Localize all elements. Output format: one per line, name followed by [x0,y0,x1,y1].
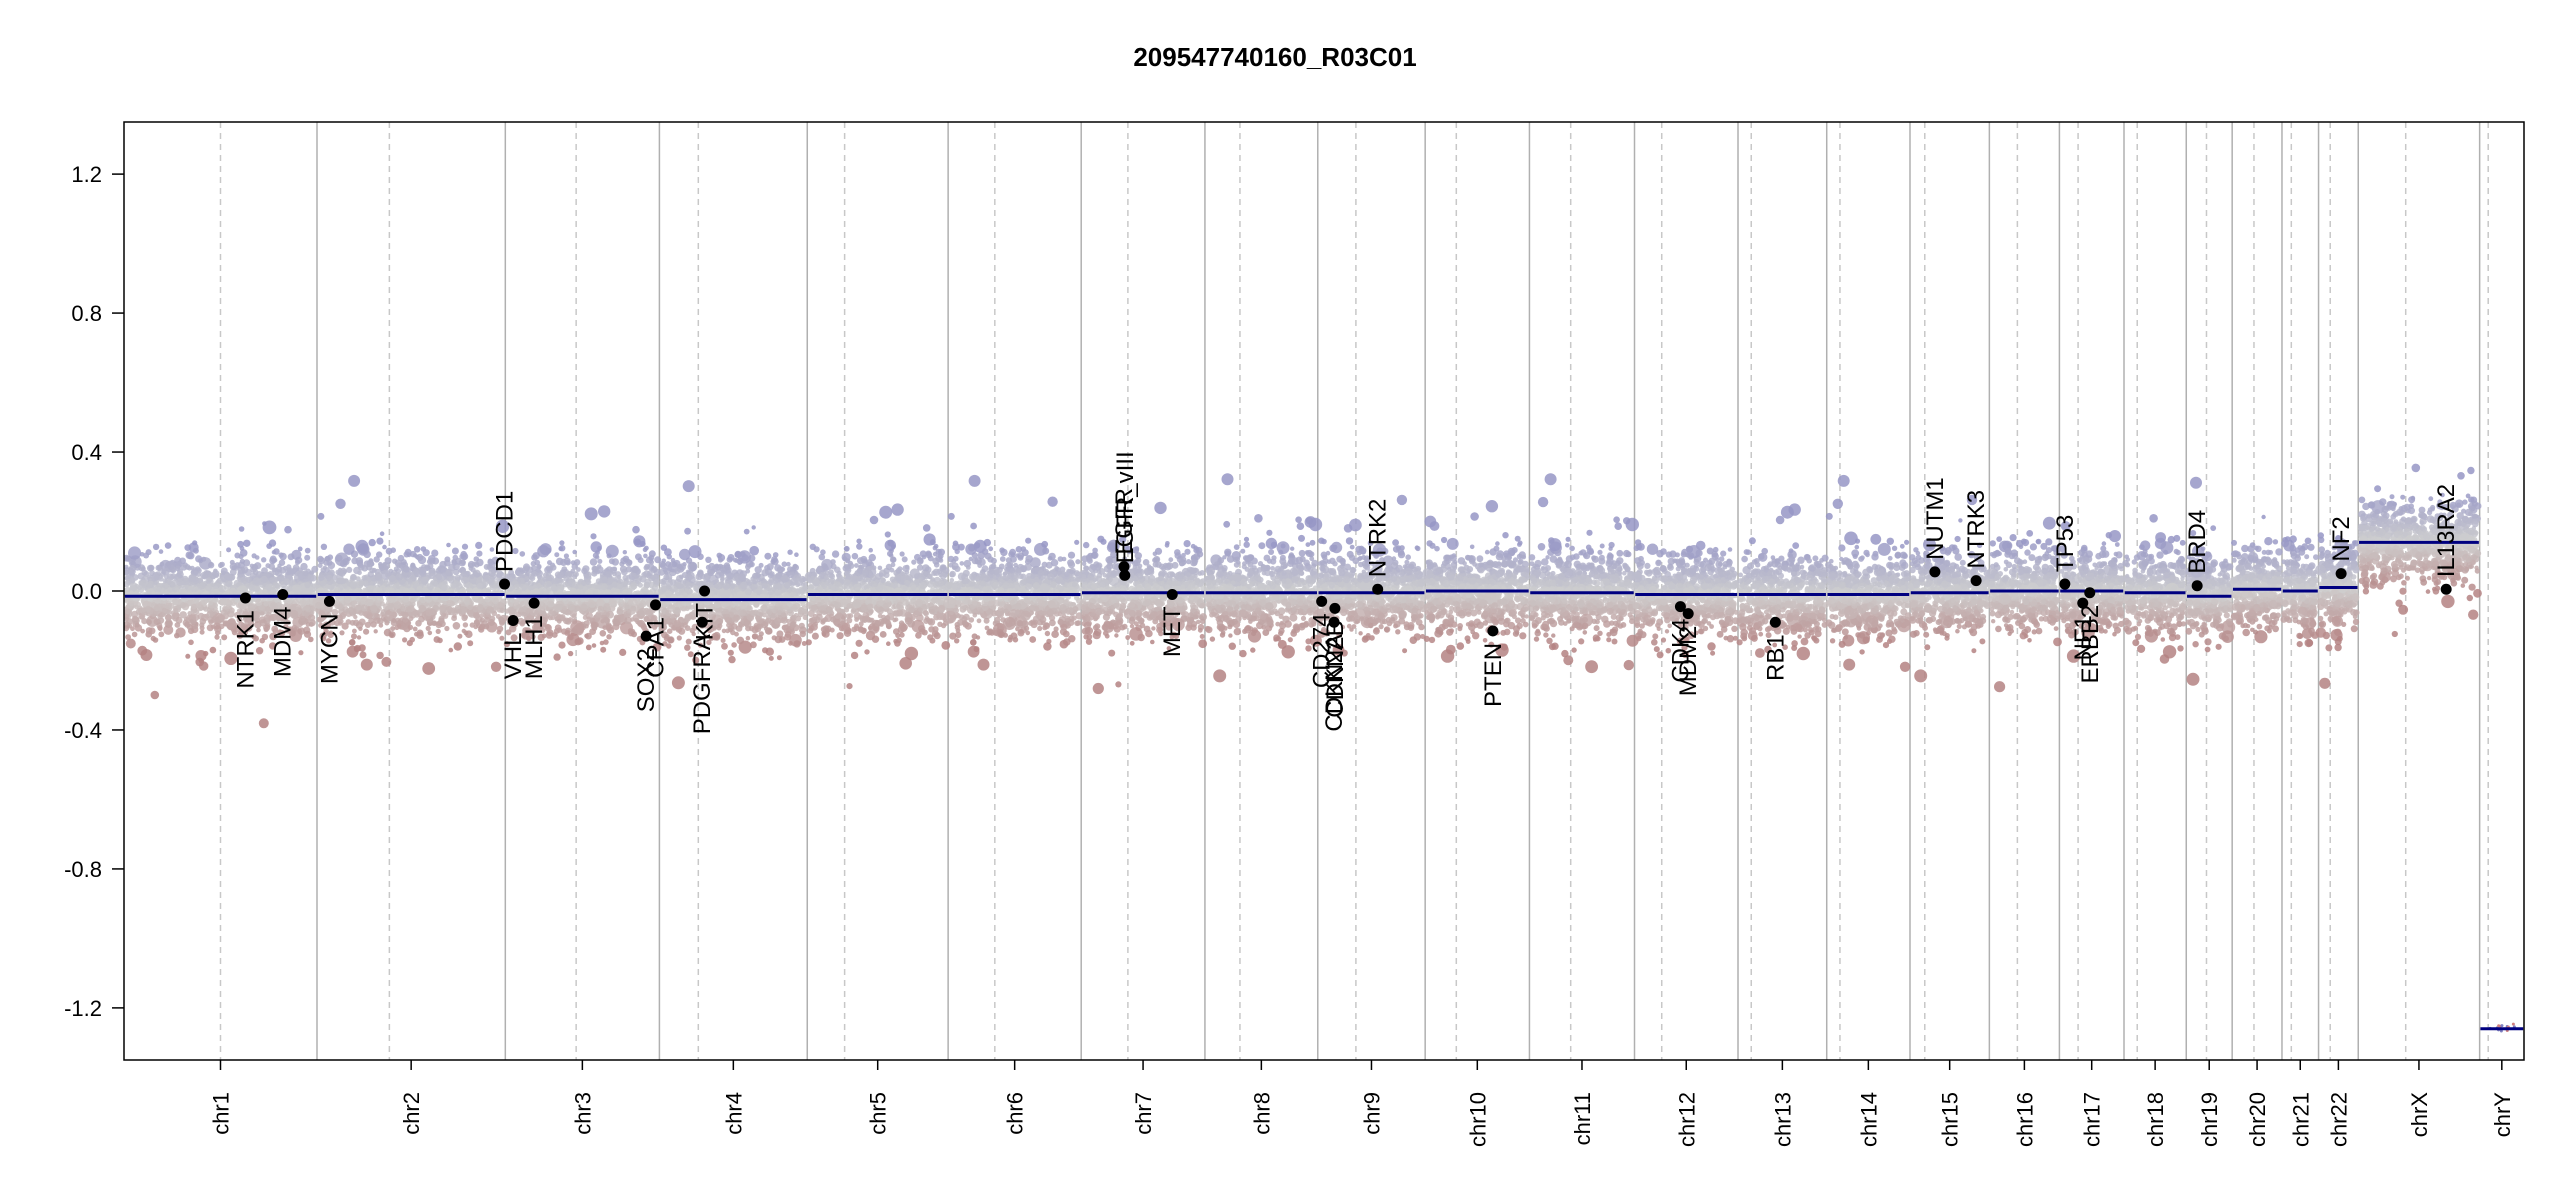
gene-label-kit: KIT [692,603,719,641]
gene-marker-cdkn2b [1329,602,1341,614]
gene-label-pdcd1: PDCD1 [492,491,519,572]
y-tick-label: 0.0 [71,579,102,604]
chromosome-label-chr14: chr14 [1856,1092,1881,1147]
gene-marker-kit [699,585,711,597]
gene-label-pten: PTEN [1480,643,1507,707]
gene-marker-cpa1 [650,599,662,611]
gene-marker-nf1 [2077,597,2089,609]
chromosome-label-chr22: chr22 [2326,1092,2351,1147]
gene-label-nutm1: NUTM1 [1922,477,1949,560]
gene-label-mdm4: MDM4 [270,606,297,677]
gene-label-nf1: NF1 [2070,615,2097,660]
gene-label-egfr: EGFR [1111,488,1138,555]
gene-marker-nf2 [2335,568,2347,580]
gene-label-mycn: MYCN [316,613,343,684]
gene-label-vhl: VHL [500,633,527,680]
chromosome-label-chr1: chr1 [208,1092,233,1135]
gene-label-sox2: SOX2 [633,648,660,712]
chromosome-label-chr10: chr10 [1465,1092,1490,1147]
chromosome-label-chr15: chr15 [1938,1092,1963,1147]
y-tick-label: -0.8 [64,857,102,882]
gene-marker-il13ra2 [2440,583,2452,595]
chart-title: 209547740160_R03C01 [1133,42,1417,72]
gene-marker-rb1 [1769,616,1781,628]
gene-marker-cdkn2a [1328,616,1340,628]
chromosome-label-chr5: chr5 [866,1092,891,1135]
gene-marker-mlh1 [528,597,540,609]
chromosome-label-chr2: chr2 [399,1092,424,1135]
gene-marker-mycn [323,595,335,607]
chromosome-label-chrX: chrX [2407,1092,2432,1138]
gene-label-erbb2: ERBB2 [2077,605,2104,684]
chromosome-label-chr7: chr7 [1131,1092,1156,1135]
gene-label-egfr_viii: EGFR_vIII [1112,451,1139,563]
chromosome-label-chr6: chr6 [1003,1092,1028,1135]
chromosome-label-chr20: chr20 [2245,1092,2270,1147]
gene-marker-mdm4 [277,588,289,600]
chromosome-label-chr18: chr18 [2143,1092,2168,1147]
gene-marker-pten [1487,625,1499,637]
y-tick-label: 0.8 [71,301,102,326]
chromosome-label-chr3: chr3 [570,1092,595,1135]
chromosome-label-chr8: chr8 [1249,1092,1274,1135]
y-tick-label: 0.4 [71,440,102,465]
gene-label-ntrk1: NTRK1 [232,610,259,689]
chromosome-label-chr17: chr17 [2080,1092,2105,1147]
gene-marker-ntrk2 [1372,583,1384,595]
chromosome-label-chr12: chr12 [1674,1092,1699,1147]
gene-label-ntrk3: NTRK3 [1963,490,1990,569]
gene-label-brd4: BRD4 [2184,510,2211,574]
gene-marker-cd274 [1316,595,1328,607]
chromosome-label-chr21: chr21 [2288,1092,2313,1147]
y-tick-label: -0.4 [64,718,102,743]
y-tick-label: 1.2 [71,162,102,187]
gene-marker-ntrk1 [239,592,251,604]
chromosome-label-chr11: chr11 [1570,1092,1595,1145]
gene-marker-met [1166,588,1178,600]
gene-marker-tp53 [2059,578,2071,590]
gene-marker-egfr_viii [1119,569,1131,581]
gene-marker-pdgfra [696,616,708,628]
gene-label-cdkn2b: CDKN2B [1322,620,1349,717]
gene-marker-brd4 [2191,580,2203,592]
gene-marker-sox2 [640,630,652,642]
chromosome-label-chr19: chr19 [2197,1092,2222,1147]
chromosome-label-chr4: chr4 [721,1092,746,1135]
gene-label-tp53: TP53 [2052,515,2079,572]
gene-label-cpa1: CPA1 [643,617,670,678]
chromosome-label-chr9: chr9 [1359,1092,1384,1135]
probe-points [124,463,2516,1033]
y-axis: -1.2 -0.8 -0.4 0.0 0.4 0.8 1.2 [64,162,124,1021]
gene-label-ntrk2: NTRK2 [1365,499,1392,578]
gene-marker-erbb2 [2084,587,2096,599]
gene-marker-cdk4 [1674,601,1686,613]
gene-label-pdgfra: PDGFRA [689,634,716,734]
gene-label-mlh1: MLH1 [521,615,548,679]
y-tick-label: -1.2 [64,996,102,1021]
gene-label-met: MET [1159,606,1186,657]
gene-label-cdk4: CDK4 [1667,619,1694,683]
gene-marker-ntrk3 [1970,575,1982,587]
gene-marker-vhl [507,615,519,627]
gene-marker-mdm2 [1682,608,1694,620]
gene-marker-nutm1 [1929,566,1941,578]
gene-marker-egfr [1118,561,1130,573]
gene-label-nf2: NF2 [2328,516,2355,561]
gene-label-il13ra2: IL13RA2 [2433,484,2460,577]
chromosome-label-chrY: chrY [2490,1092,2515,1138]
gene-marker-pdcd1 [499,578,511,590]
chromosome-label-chr13: chr13 [1770,1092,1795,1147]
x-axis: chr1 chr2 chr3 chr4 chr5 chr6 chr7 chr8 chr9 chr1… [208,1060,2515,1147]
chromosome-label-chr16: chr16 [2012,1092,2037,1147]
gene-label-rb1: RB1 [1762,634,1789,681]
gene-label-cdkn2a: CDKN2A [1321,634,1348,731]
gene-label-mdm2: MDM2 [1675,626,1702,697]
